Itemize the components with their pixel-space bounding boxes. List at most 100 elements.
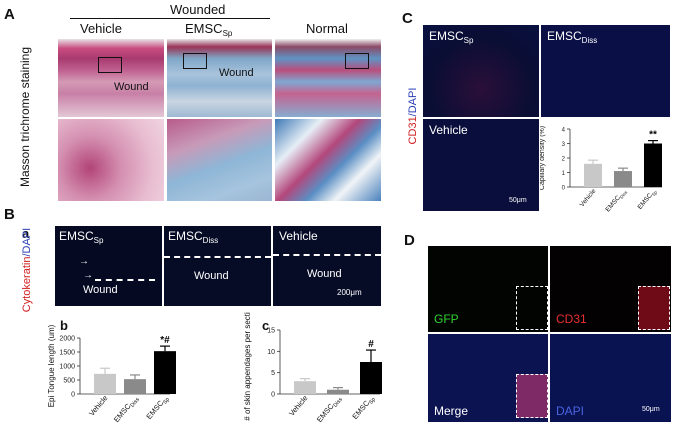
y-axis-label: Capillary density (%) (540, 126, 546, 190)
col-emsc-sub: Sp (222, 29, 233, 38)
dapi-label: /DAPI (21, 227, 33, 257)
cytokeratin-label: Cytokeratin (21, 256, 33, 313)
masson-emsc-top: Wound (167, 39, 272, 117)
roi-box (98, 57, 122, 73)
category-label: EMSCSp (637, 187, 659, 211)
category-label: EMSCSp (144, 394, 171, 423)
category-label: EMSCDiss (112, 393, 141, 425)
y-axis-label: # of skin appendages per section (243, 312, 252, 421)
y-tick-label: 500 (63, 378, 75, 385)
y-tick-label: 1500 (59, 350, 75, 357)
wounded-label: Wounded (170, 2, 226, 17)
panel-d-letter: D (404, 232, 415, 249)
significance-label: ** (649, 130, 657, 141)
arrow-icon: → (83, 270, 93, 281)
y-tick-label: 1 (562, 171, 566, 177)
image-label: EMSCSp (429, 29, 474, 45)
y-tick-label: 0 (271, 392, 275, 399)
category-label: Vehicle (579, 187, 598, 208)
cytokeratin-emsc-sp-image: EMSCSp Wound → → (55, 226, 162, 306)
significance-label: *# (160, 335, 170, 346)
panel-bc-letter: c (262, 318, 270, 333)
y-tick-label: 0 (562, 186, 566, 192)
cd31-emsc-sp-image: EMSCSp (423, 25, 539, 117)
category-sub: Sp (651, 189, 659, 197)
category-sub: Sp (162, 397, 171, 406)
category-sub: Diss (333, 397, 345, 409)
wound-label: Wound (194, 270, 229, 282)
category-label: EMSCSp (350, 394, 377, 423)
roi-box (183, 53, 207, 69)
roi-box (516, 286, 548, 330)
image-label: EMSCDiss (547, 29, 598, 45)
dapi-label: /DAPI (407, 87, 419, 117)
wound-label: Wound (114, 81, 149, 93)
y-tick-label: 5 (271, 370, 275, 377)
panel-ba-letter: a (22, 226, 30, 241)
y-tick-label: 15 (267, 328, 275, 335)
category-label: Vehicle (287, 394, 309, 418)
cd31-label: CD31 (407, 116, 419, 145)
col-vehicle-label: Vehicle (80, 21, 122, 36)
wound-edge (164, 256, 271, 258)
cd31-d-image: CD31 (550, 246, 671, 332)
chart-bc: 0 5 10 15 # of skin appendages per section Ve… (243, 312, 382, 425)
arrow-icon: → (79, 256, 89, 267)
bar (644, 143, 662, 187)
y-tick-label: 1000 (59, 364, 75, 371)
masson-vehicle-top: Wound (58, 39, 164, 117)
category-sub: Diss (619, 189, 629, 199)
y-tick-label: 3 (562, 142, 566, 148)
cd31-emsc-diss-image: EMSCDiss (541, 25, 670, 117)
bar (154, 351, 176, 394)
panel-c-letter: C (402, 10, 413, 27)
dapi-image: DAPI 50μm (550, 334, 671, 422)
scale-bar-label: 50μm (642, 406, 660, 413)
y-tick-label: 10 (267, 349, 275, 356)
significance-label: # (368, 339, 374, 350)
wound-label: Wound (83, 284, 118, 296)
y-tick-label: 4 (562, 128, 566, 134)
category-sub: Sp (368, 397, 377, 406)
gfp-label: GFP (434, 312, 459, 326)
cd31-side-label: CD31/DAPI (407, 71, 419, 161)
wound-edge (273, 254, 381, 256)
wound-label: Wound (219, 67, 254, 79)
bar (294, 381, 316, 394)
y-tick-label: 2 (562, 157, 566, 163)
bar (584, 163, 602, 187)
roi-box (638, 286, 670, 330)
bar (614, 171, 632, 187)
masson-emsc-zoom (167, 119, 272, 201)
cytokeratin-side-label: Cytokeratin/DAPI (21, 215, 33, 325)
bar (94, 373, 116, 394)
gfp-image: GFP (428, 246, 548, 332)
image-label: Vehicle (429, 123, 468, 137)
category-label: EMSCDiss (604, 187, 628, 214)
wound-edge (95, 254, 155, 281)
masson-normal-zoom (275, 119, 381, 201)
merge-label: Merge (434, 404, 469, 418)
cytokeratin-vehicle-image: Vehicle Wound 200μm (273, 226, 381, 306)
merge-image: Merge (428, 334, 548, 422)
image-label: EMSCSp (59, 229, 104, 245)
panel-a-letter: A (4, 6, 15, 23)
category-label: Vehicle (87, 394, 109, 418)
cd31-d-label: CD31 (556, 312, 587, 326)
scale-bar-label: 50μm (509, 197, 527, 204)
panel-bb-letter: b (60, 318, 68, 333)
masson-side-label: Masson trichrome staining (18, 46, 32, 188)
roi-box (345, 53, 369, 69)
y-axis-label: Epi Tongue length (um) (47, 324, 56, 407)
wounded-bracket (70, 18, 270, 19)
bar (327, 389, 349, 394)
panel-b-letter: B (4, 206, 15, 223)
roi-box (516, 374, 548, 418)
category-sub: Diss (130, 397, 142, 409)
bar (360, 362, 382, 394)
wound-label: Wound (307, 268, 342, 280)
cytokeratin-emsc-diss-image: EMSCDiss Wound (164, 226, 271, 306)
y-tick-label: 0 (71, 392, 75, 399)
cd31-vehicle-image: Vehicle 50μm (423, 119, 539, 211)
